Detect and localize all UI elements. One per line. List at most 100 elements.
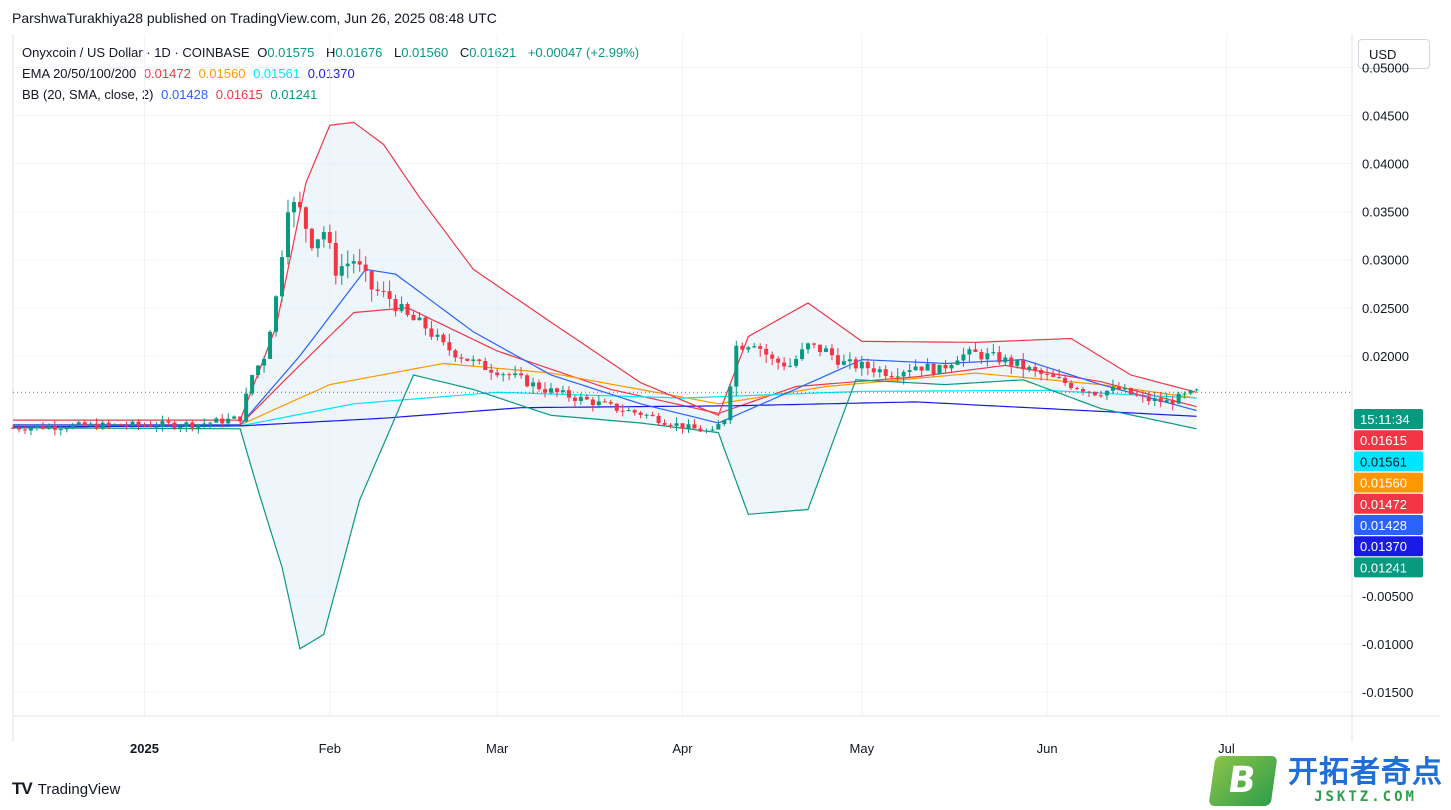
candle-body (1075, 388, 1080, 390)
candle-body (566, 390, 571, 398)
candle-body (429, 328, 434, 337)
candle-body (321, 232, 326, 240)
candle-body (1104, 390, 1109, 396)
candle-body (967, 349, 972, 355)
candle-body (519, 373, 524, 376)
candle-body (118, 424, 123, 426)
candle-body (34, 425, 39, 428)
candle-body (1098, 395, 1103, 397)
symbol-title[interactable]: Onyxcoin / US Dollar · 1D · COINBASE (22, 45, 250, 60)
candle-body (214, 418, 219, 423)
candle-body (1027, 366, 1032, 370)
candle-body (1069, 382, 1074, 389)
candle-body (513, 373, 518, 376)
candle-body (52, 426, 57, 430)
candle-body (393, 298, 398, 312)
x-tick-label: May (850, 741, 875, 756)
candle-body (734, 345, 739, 387)
candle-body (124, 425, 129, 427)
candle-body (626, 410, 631, 412)
candle-body (632, 410, 637, 413)
candle-body (770, 354, 775, 359)
price-change: +0.00047 (+2.99%) (527, 45, 640, 60)
candle-body (154, 426, 159, 428)
candle-body (716, 424, 721, 430)
candle-body (698, 428, 703, 432)
line-ema-200 (12, 401, 1197, 428)
candle-body (907, 370, 912, 372)
ohlc-open: O0.01575 (257, 45, 315, 60)
candle-body (130, 421, 135, 426)
candle-body (441, 334, 446, 343)
ema20-value: 0.01472 (143, 66, 191, 81)
candle-body (614, 403, 619, 411)
line-bb-upper (13, 121, 1197, 421)
candle-body (823, 348, 828, 352)
bb-fill (13, 122, 1197, 649)
candle-body (740, 345, 745, 350)
candle-body (363, 264, 368, 272)
candle-body (94, 423, 99, 429)
y-tick-label: -0.01000 (1362, 637, 1413, 652)
tradingview-brand[interactable]: TV TradingView (12, 779, 120, 799)
candle-body (1110, 386, 1115, 391)
candle-body (232, 416, 237, 419)
candle-body (471, 359, 476, 361)
x-tick-label: Jun (1037, 741, 1058, 756)
bb-upper-value: 0.01615 (215, 87, 263, 102)
candle-body (1081, 389, 1086, 392)
candle-body (758, 346, 763, 349)
price-label-box (1354, 409, 1423, 429)
candle-body (835, 355, 840, 365)
bb-legend[interactable]: BB (20, SMA, close, 2) 0.01428 0.01615 0… (22, 87, 321, 102)
candle-body (46, 426, 51, 429)
candle-body (220, 418, 225, 424)
candle-body (668, 424, 673, 426)
candle-body (572, 397, 577, 401)
candle-body (1003, 357, 1008, 363)
candle-body (1176, 393, 1181, 404)
candle-body (64, 428, 69, 430)
candle-body (692, 424, 697, 429)
price-label-text: 0.01615 (1360, 433, 1407, 448)
candle-body (268, 331, 273, 359)
candle-body (1158, 398, 1163, 403)
candle-body (871, 368, 876, 373)
candle-body (256, 365, 261, 376)
candle-body (381, 290, 386, 292)
candle-body (112, 424, 117, 426)
currency-button[interactable]: USD (1358, 39, 1430, 69)
candle-body (955, 360, 960, 365)
candle-body (710, 429, 715, 431)
candle-body (608, 402, 613, 404)
candle-body (812, 343, 817, 345)
candle-body (274, 296, 279, 332)
ema-legend[interactable]: EMA 20/50/100/200 0.01472 0.01560 0.0156… (22, 66, 359, 81)
candle-body (1164, 400, 1169, 403)
line-bb-basis (13, 268, 1197, 426)
x-tick-label: Jul (1218, 741, 1235, 756)
candle-body (674, 423, 679, 426)
candle-body (794, 359, 799, 366)
price-label-box (1354, 493, 1423, 514)
candle-body (184, 422, 189, 427)
candle-body (806, 343, 811, 350)
candle-body (345, 263, 350, 267)
candle-body (865, 361, 870, 369)
candle-body (100, 422, 105, 429)
candle-body (722, 420, 727, 425)
candle-body (853, 359, 858, 369)
candle-body (841, 361, 846, 365)
y-tick-label: -0.01500 (1362, 685, 1413, 700)
candle-body (776, 358, 781, 363)
candle-body (16, 427, 21, 430)
candle-body (901, 371, 906, 377)
brand-text: TradingView (37, 780, 121, 798)
candle-body (339, 266, 344, 276)
candle-body (405, 303, 410, 315)
candle-body (399, 303, 404, 312)
candle-body (913, 366, 918, 371)
candle-body (578, 396, 583, 401)
candle-body (369, 271, 374, 290)
